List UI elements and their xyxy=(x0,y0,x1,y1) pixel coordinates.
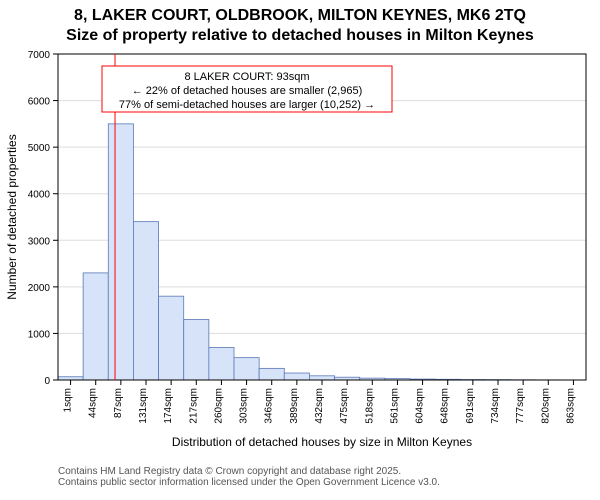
x-tick-label: 87sqm xyxy=(113,388,124,418)
y-tick-label: 2000 xyxy=(28,283,51,294)
histogram-chart: 0 1000 2000 3000 4000 5000 6000 7000 1sqm 44sqm 87… xyxy=(0,46,600,466)
histogram-bar xyxy=(209,347,234,380)
histogram-bar xyxy=(184,319,209,380)
x-tick-label: 389sqm xyxy=(289,388,300,424)
y-tick-label: 1000 xyxy=(28,329,51,340)
x-tick-label: 604sqm xyxy=(415,388,426,424)
x-tick-label: 432sqm xyxy=(314,388,325,424)
histogram-bar xyxy=(284,373,309,380)
x-tick-label: 1sqm xyxy=(63,388,74,412)
y-tick-label: 0 xyxy=(44,376,50,387)
y-tick-label: 3000 xyxy=(28,236,51,247)
footer-block: Contains HM Land Registry data © Crown c… xyxy=(0,466,600,488)
footer-line1: Contains HM Land Registry data © Crown c… xyxy=(58,466,600,477)
x-tick-label: 44sqm xyxy=(88,388,99,418)
x-tick-label: 648sqm xyxy=(440,388,451,424)
x-tick-label: 691sqm xyxy=(465,388,476,424)
x-tick-label: 260sqm xyxy=(213,388,224,424)
y-tick-label: 7000 xyxy=(28,50,51,61)
histogram-bar xyxy=(234,358,259,380)
x-tick-label: 303sqm xyxy=(239,388,250,424)
x-tick-label: 734sqm xyxy=(490,388,501,424)
histogram-bar xyxy=(309,376,334,380)
histogram-bar xyxy=(159,296,184,380)
x-tick-label: 475sqm xyxy=(339,388,350,424)
x-axis-label: Distribution of detached houses by size … xyxy=(172,435,472,449)
title-line1: 8, LAKER COURT, OLDBROOK, MILTON KEYNES,… xyxy=(0,6,600,26)
x-tick-label: 820sqm xyxy=(540,388,551,424)
x-tick-label: 217sqm xyxy=(188,388,199,424)
chart-title-block: 8, LAKER COURT, OLDBROOK, MILTON KEYNES,… xyxy=(0,0,600,46)
histogram-bar xyxy=(133,222,158,380)
x-tick-label: 777sqm xyxy=(515,388,526,424)
y-tick-label: 6000 xyxy=(28,97,51,108)
x-tick-label: 863sqm xyxy=(565,388,576,424)
footer-line2: Contains public sector information licen… xyxy=(58,477,600,488)
x-tick-label: 518sqm xyxy=(364,388,375,424)
y-axis-label: Number of detached properties xyxy=(5,134,19,299)
x-tick-label: 131sqm xyxy=(138,388,149,424)
x-tick-label: 561sqm xyxy=(389,388,400,424)
annotation-line: ← 22% of detached houses are smaller (2,… xyxy=(132,85,363,97)
x-tick-label: 174sqm xyxy=(163,388,174,424)
y-tick-label: 4000 xyxy=(28,190,51,201)
histogram-bar xyxy=(108,124,133,380)
title-line2: Size of property relative to detached ho… xyxy=(0,26,600,46)
histogram-bar xyxy=(83,273,108,380)
annotation-line: 77% of semi-detached houses are larger (… xyxy=(119,99,375,111)
histogram-bar xyxy=(259,368,284,380)
y-tick-label: 5000 xyxy=(28,143,51,154)
annotation-line: 8 LAKER COURT: 93sqm xyxy=(184,71,309,83)
x-tick-label: 346sqm xyxy=(264,388,275,424)
